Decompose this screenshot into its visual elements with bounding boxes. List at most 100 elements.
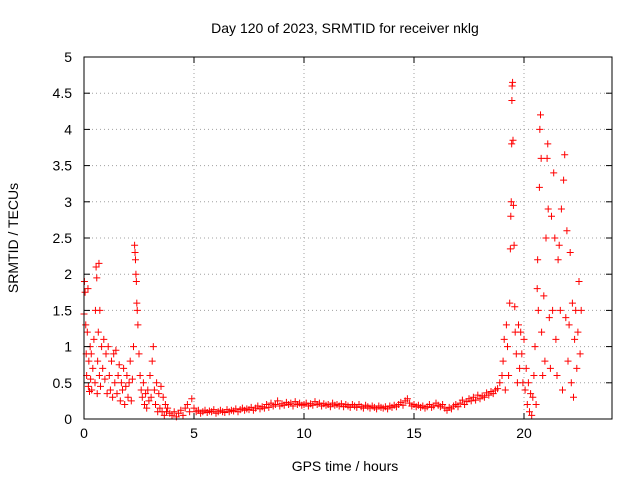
data-point — [122, 382, 130, 390]
x-tick-label: 0 — [80, 425, 88, 441]
data-point — [97, 382, 104, 390]
data-point — [188, 395, 196, 403]
data-point — [515, 321, 522, 329]
data-point — [103, 390, 111, 398]
data-point — [136, 372, 144, 380]
data-point — [93, 274, 101, 282]
data-point — [544, 205, 552, 213]
data-point — [210, 406, 218, 414]
data-point — [508, 140, 516, 148]
data-point — [144, 386, 152, 394]
data-point — [82, 321, 90, 329]
data-point — [560, 176, 568, 184]
data-point — [164, 404, 172, 412]
data-point — [504, 343, 511, 351]
y-tick-label: 1 — [64, 339, 72, 355]
data-point — [163, 408, 170, 416]
data-point — [562, 314, 570, 322]
data-point — [94, 357, 102, 365]
data-point — [153, 379, 161, 387]
data-point — [183, 401, 191, 409]
data-point — [532, 401, 540, 409]
data-point — [150, 386, 158, 394]
y-tick-label: 3.5 — [53, 158, 73, 174]
data-point — [152, 401, 159, 409]
data-point — [159, 393, 167, 401]
data-point — [120, 364, 128, 372]
data-point — [577, 306, 585, 314]
data-point — [113, 390, 121, 398]
data-point — [501, 386, 509, 394]
data-point — [99, 364, 107, 372]
data-point — [95, 372, 103, 380]
data-point — [563, 227, 571, 235]
y-tick-label: 4 — [64, 121, 72, 137]
data-point — [81, 288, 89, 296]
data-point — [138, 393, 146, 401]
data-point — [472, 396, 480, 404]
data-point — [537, 111, 544, 119]
data-point — [553, 372, 561, 380]
data-point — [102, 350, 110, 358]
data-point — [190, 404, 198, 412]
data-point — [502, 321, 510, 329]
data-point — [507, 212, 515, 220]
data-point — [538, 328, 546, 336]
data-point — [535, 183, 543, 191]
data-point — [528, 411, 536, 419]
data-point — [121, 401, 129, 409]
data-point — [90, 335, 98, 343]
data-point — [559, 386, 566, 394]
data-point — [499, 357, 507, 365]
data-point — [521, 386, 529, 394]
data-point — [549, 306, 557, 314]
data-point — [119, 386, 126, 394]
data-point — [555, 241, 563, 249]
data-point — [574, 328, 582, 336]
data-point — [526, 408, 533, 416]
data-point — [91, 379, 99, 387]
y-tick-label: 1.5 — [53, 302, 73, 318]
data-point — [132, 277, 140, 285]
data-point — [131, 256, 139, 264]
data-point — [160, 411, 168, 419]
data-point — [260, 404, 268, 412]
data-point — [87, 350, 95, 358]
data-point — [556, 306, 564, 314]
data-point — [142, 390, 150, 398]
data-point — [527, 390, 535, 398]
data-point — [87, 375, 95, 383]
data-point — [114, 372, 122, 380]
data-point — [110, 350, 118, 358]
data-point — [534, 256, 542, 264]
data-point — [542, 234, 550, 242]
data-point — [494, 385, 502, 393]
data-point — [96, 306, 104, 314]
data-point — [265, 403, 273, 411]
data-point — [95, 259, 103, 267]
data-point — [506, 299, 514, 307]
data-point — [106, 386, 114, 394]
data-point — [566, 248, 574, 256]
x-tick-label: 20 — [516, 425, 532, 441]
data-point — [561, 151, 569, 159]
data-point — [510, 241, 518, 249]
data-point — [531, 343, 539, 351]
data-point — [128, 375, 136, 383]
data-point — [506, 245, 514, 253]
data-point — [117, 379, 125, 387]
data-point — [186, 408, 194, 416]
y-axis-label: SRMTID / TECUs — [5, 183, 21, 293]
data-point — [568, 299, 576, 307]
data-point — [551, 234, 559, 242]
data-point — [540, 292, 548, 300]
data-point — [509, 136, 517, 144]
chart-title: Day 120 of 2023, SRMTID for receiver nkl… — [211, 20, 479, 36]
data-point — [132, 270, 140, 278]
data-point — [109, 393, 117, 401]
x-tick-labels: 0 5 10 15 20 — [80, 425, 532, 441]
data-point — [149, 343, 157, 351]
data-point — [289, 402, 297, 410]
data-point — [523, 401, 531, 409]
